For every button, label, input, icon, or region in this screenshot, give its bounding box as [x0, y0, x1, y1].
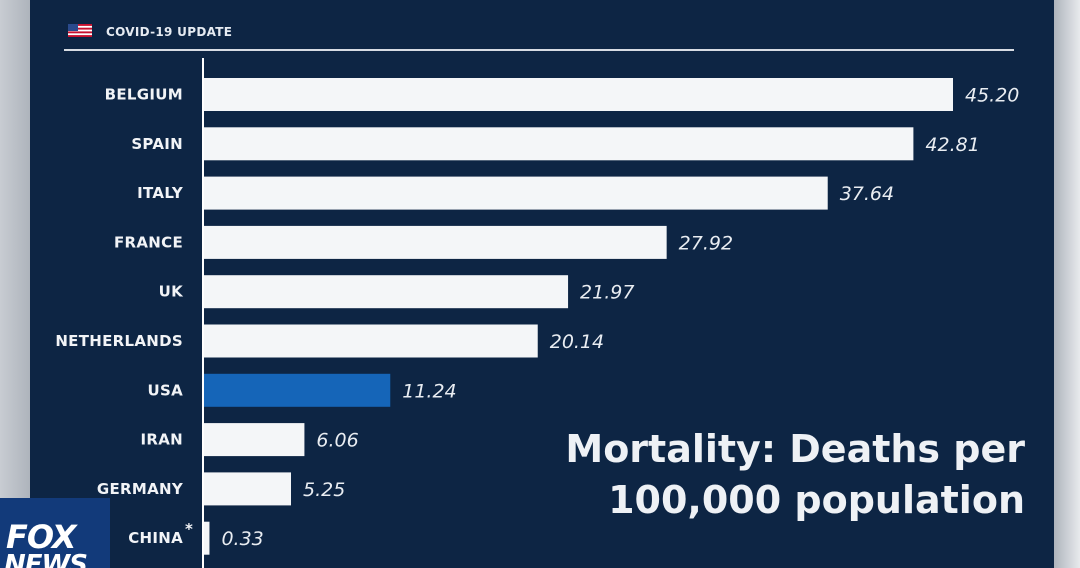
value-label-netherlands: 20.14	[550, 331, 604, 353]
category-label-france: FRANCE	[114, 233, 183, 251]
bars-group: BELGIUM 45.20 SPAIN 42.81 ITALY 37.64 FRANCE 27…	[55, 78, 1019, 555]
value-label-germany: 5.25	[303, 479, 345, 501]
category-label-spain: SPAIN	[131, 135, 183, 153]
category-label-usa: USA	[148, 381, 184, 399]
logo-line-1: FOX	[6, 518, 77, 556]
headline-line-2: 100,000 population	[608, 478, 1025, 522]
category-label-netherlands: NETHERLANDS	[55, 332, 183, 350]
category-label-uk: UK	[159, 283, 184, 301]
bar-china	[204, 521, 210, 555]
value-label-usa: 11.24	[402, 380, 456, 402]
us-flag-icon	[68, 24, 92, 37]
category-label-china: CHINA	[128, 529, 183, 547]
header-title: COVID-19 UPDATE	[106, 25, 233, 39]
bar-italy	[204, 176, 828, 210]
bar-belgium	[204, 78, 953, 111]
logo-line-2: NEWS	[4, 550, 88, 568]
category-label-iran: IRAN	[141, 431, 184, 449]
studio-background-right	[1054, 0, 1080, 568]
category-label-belgium: BELGIUM	[105, 86, 183, 104]
headline-line-1: Mortality: Deaths per	[565, 427, 1025, 471]
bar-germany	[204, 472, 291, 506]
header-divider	[64, 49, 1014, 51]
value-label-spain: 42.81	[925, 134, 979, 156]
category-label-italy: ITALY	[137, 184, 184, 202]
studio-background-left	[0, 0, 30, 568]
value-label-france: 27.92	[679, 232, 733, 254]
bar-spain	[204, 127, 914, 161]
bar-usa	[204, 373, 391, 407]
footnote-mark-china: *	[185, 520, 193, 538]
bar-france	[204, 225, 667, 259]
bar-netherlands	[204, 324, 538, 358]
value-label-italy: 37.64	[840, 183, 894, 205]
fox-news-logo: FOX NEWS	[0, 498, 110, 568]
category-label-germany: GERMANY	[97, 480, 184, 498]
value-label-uk: 21.97	[580, 282, 634, 304]
bar-iran	[204, 423, 305, 457]
value-label-iran: 6.06	[316, 430, 358, 452]
bar-uk	[204, 275, 569, 309]
value-label-china: 0.33	[221, 528, 263, 550]
value-label-belgium: 45.20	[965, 85, 1019, 107]
chart-headline: Mortality: Deaths per 100,000 population	[505, 424, 1025, 526]
